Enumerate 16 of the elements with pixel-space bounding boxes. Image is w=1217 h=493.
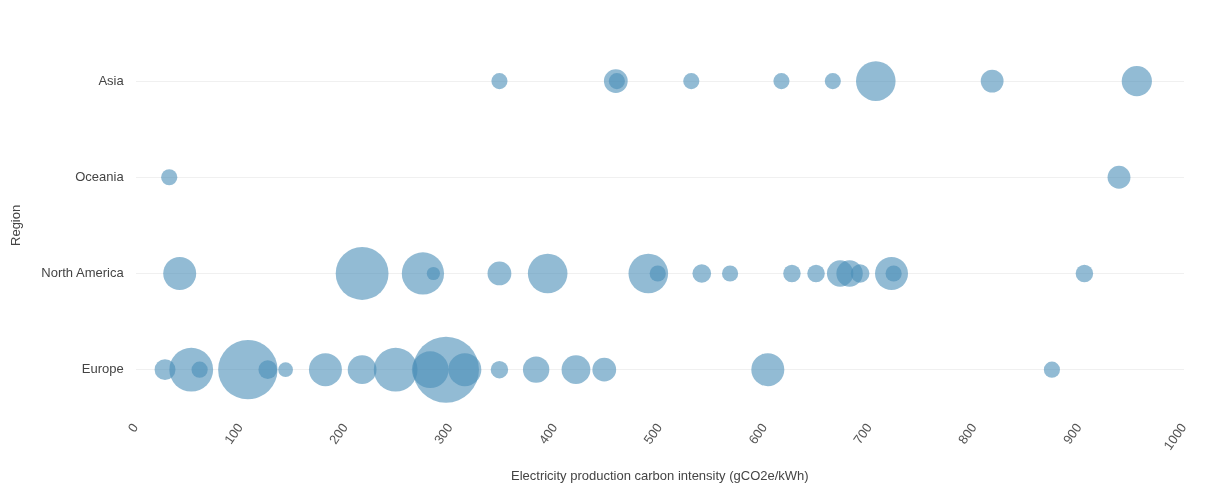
x-tick-label: 500 [640, 420, 666, 447]
x-tick-label: 0 [124, 420, 142, 435]
y-tick-label: Europe [81, 361, 124, 377]
x-tick-label: 100 [221, 420, 246, 447]
y-tick-label: Asia [98, 72, 125, 88]
x-tick-label: 700 [850, 420, 875, 447]
x-tick-label: 400 [535, 420, 561, 447]
x-axis-title: Electricity production carbon intensity (gCO2e/kWh) [511, 467, 809, 483]
x-tick-label: 300 [430, 420, 456, 447]
y-axis-title: Region [8, 204, 24, 246]
x-tick-label: 900 [1059, 420, 1085, 447]
y-tick-label: Oceania [75, 168, 125, 184]
x-tick-label: 600 [745, 420, 771, 447]
y-tick-label: North America [41, 265, 125, 281]
x-tick-label: 800 [955, 420, 980, 447]
x-tick-label: 200 [326, 420, 351, 447]
